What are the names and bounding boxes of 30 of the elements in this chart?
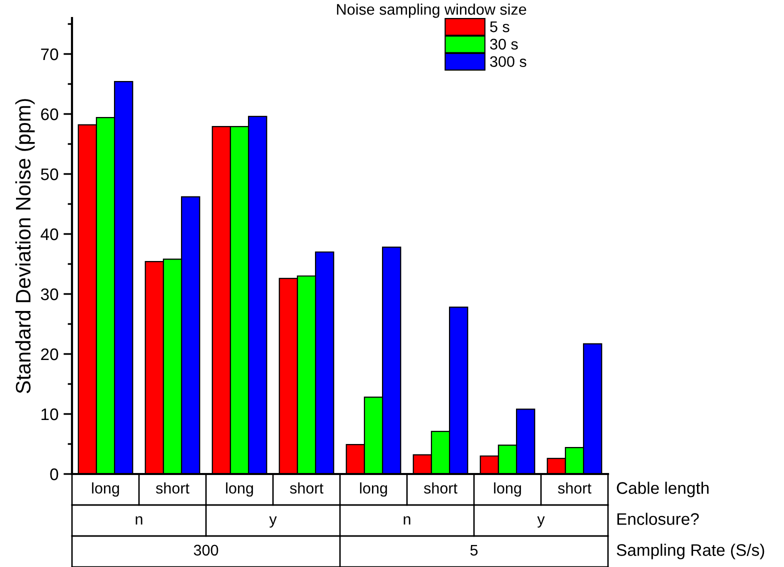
y-axis-title: Standard Deviation Noise (ppm) — [15, 99, 35, 394]
text: n — [404, 516, 410, 524]
text: Cable length — [616, 482, 709, 498]
legend-label: 5 s — [490, 22, 510, 32]
legend-title: Noise sampling window size — [337, 4, 526, 18]
x-tick-label: short — [156, 482, 190, 494]
x-tick-label: long — [360, 482, 387, 497]
y-tick-label: 40 — [40, 228, 58, 240]
text: y — [537, 516, 545, 528]
text: y — [269, 516, 277, 528]
x-tick-label: short — [424, 482, 458, 494]
text: 5 — [470, 544, 478, 556]
y-tick-label: 30 — [40, 288, 58, 300]
y-tick-label: 0 — [50, 468, 58, 480]
x-tick-label: short — [290, 482, 324, 494]
text: 300 — [194, 544, 218, 556]
legend-label: 30 s — [490, 38, 518, 50]
y-tick-label: 70 — [41, 48, 58, 60]
y-tick-label: 60 — [41, 108, 58, 120]
text: Sampling Rate (S/s) — [616, 544, 764, 560]
x-tick-label: short — [558, 482, 592, 494]
legend-label: 300 s — [490, 56, 526, 68]
x-tick-label: long — [92, 482, 119, 497]
x-tick-label: long — [226, 482, 253, 497]
text: n — [136, 516, 142, 524]
text: Enclosure? — [617, 512, 699, 525]
x-tick-label: long — [494, 482, 521, 497]
y-tick-label: 50 — [40, 168, 58, 180]
y-tick-label: 10 — [42, 408, 58, 420]
y-tick-label: 20 — [41, 348, 58, 360]
